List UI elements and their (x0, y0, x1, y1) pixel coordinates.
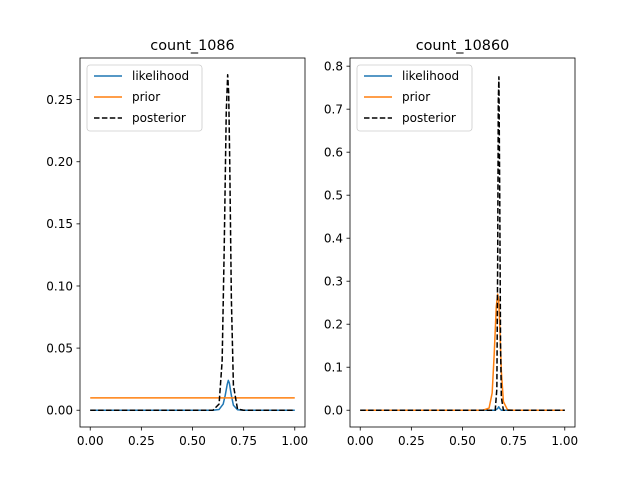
y-tick-label: 0.7 (324, 102, 343, 116)
y-tick-label: 0.5 (324, 188, 343, 202)
legend-frame (356, 64, 473, 132)
y-tick-label: 0.20 (46, 155, 73, 169)
x-tick-label: 0.50 (449, 434, 476, 448)
y-tick-label: 0.4 (324, 231, 343, 245)
x-tick-label: 0.25 (398, 434, 425, 448)
subplot-count-10860: 0.00 0.25 0.50 0.75 1.00 0.0 0.1 0.2 0.3 0.4 0.5 0.… (324, 38, 578, 448)
axis-ticks: 0.00 0.25 0.50 0.75 1.00 0.00 0.05 0.10 0.15 0.20… (46, 93, 308, 448)
x-tick-label: 1.00 (281, 434, 308, 448)
legend: likelihood prior posterior (86, 64, 203, 132)
x-tick-label: 0.75 (230, 434, 257, 448)
y-tick-label: 0.2 (324, 318, 343, 332)
legend-label-likelihood: likelihood (402, 69, 459, 83)
x-tick-label: 0.25 (128, 434, 155, 448)
x-tick-label: 0.50 (179, 434, 206, 448)
legend: likelihood prior posterior (356, 64, 473, 132)
chart-title: count_1086 (150, 38, 234, 54)
axes-frame (349, 57, 576, 428)
y-tick-label: 0.8 (324, 59, 343, 73)
line-marks (90, 74, 295, 411)
y-tick-label: 0.10 (46, 279, 73, 293)
x-tick-label: 0.75 (500, 434, 527, 448)
legend-label-posterior: posterior (402, 111, 456, 125)
legend-label-likelihood: likelihood (132, 69, 189, 83)
series-line-likelihood (90, 379, 295, 411)
legend-label-posterior: posterior (132, 111, 186, 125)
subplot-count-1086: 0.00 0.25 0.50 0.75 1.00 0.00 0.05 0.10 0.15 0.20… (46, 38, 308, 448)
x-tick-label: 0.00 (77, 434, 104, 448)
x-tick-label: 1.00 (551, 434, 578, 448)
legend-frame (86, 64, 203, 132)
series-line-posterior (360, 76, 565, 411)
chart-title: count_10860 (416, 38, 510, 54)
legend-label-prior: prior (402, 90, 430, 104)
legend-label-prior: prior (132, 90, 160, 104)
axis-ticks: 0.00 0.25 0.50 0.75 1.00 0.0 0.1 0.2 0.3 0.4 0.5 0.… (324, 59, 578, 448)
y-tick-label: 0.25 (46, 93, 73, 107)
y-tick-label: 0.6 (324, 145, 343, 159)
series-line-posterior (90, 74, 295, 411)
y-tick-label: 0.1 (324, 361, 343, 375)
y-tick-label: 0.05 (46, 341, 73, 355)
line-marks (360, 76, 565, 411)
y-tick-label: 0.0 (324, 404, 343, 418)
y-tick-label: 0.3 (324, 275, 343, 289)
y-tick-label: 0.15 (46, 217, 73, 231)
axes-frame (79, 57, 306, 428)
x-tick-label: 0.00 (347, 434, 374, 448)
y-tick-label: 0.00 (46, 404, 73, 418)
